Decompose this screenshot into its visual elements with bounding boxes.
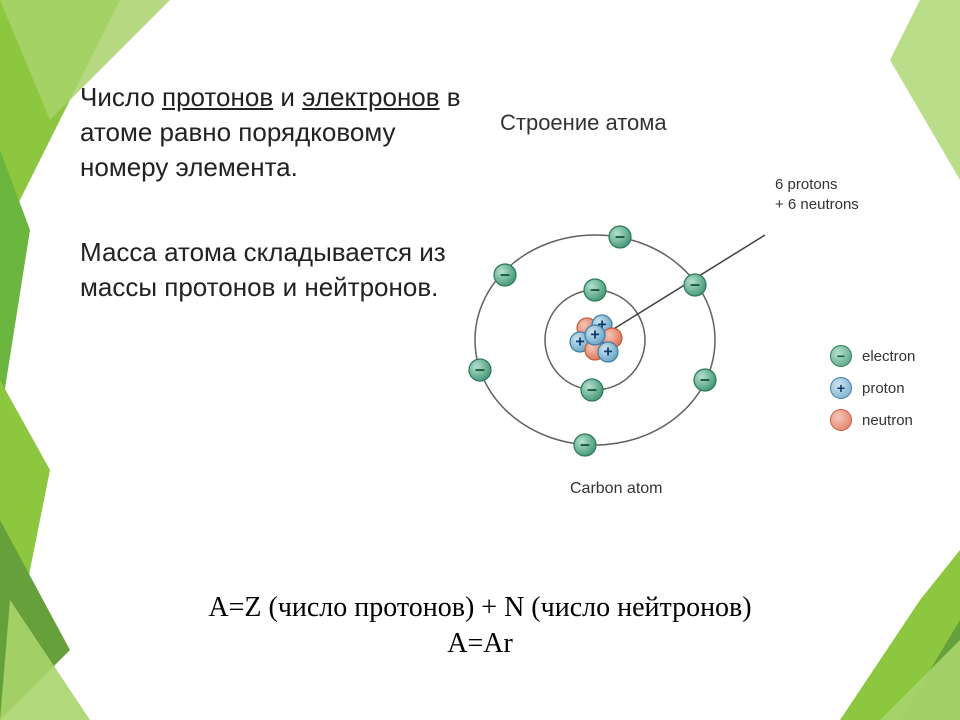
legend-label: proton (862, 380, 905, 397)
formula-line-1: A=Z (число протонов) + N (число нейтроно… (0, 592, 960, 624)
legend: −electron + proton neutron (830, 345, 915, 441)
paragraph-1: Число протонов и электронов в атоме равн… (80, 80, 470, 185)
electron: − (469, 359, 491, 381)
svg-text:−: − (475, 360, 485, 380)
electron: − (574, 434, 596, 456)
legend-row-neutron: neutron (830, 409, 915, 431)
svg-text:−: − (580, 435, 590, 455)
svg-text:+: + (590, 327, 599, 344)
legend-label: neutron (862, 412, 913, 429)
electron-icon: − (830, 345, 852, 367)
proton: + (585, 325, 605, 345)
svg-text:−: − (587, 380, 597, 400)
svg-text:+: + (575, 334, 584, 351)
electron: − (581, 379, 603, 401)
proton-icon: + (830, 377, 852, 399)
formula-line-2: A=Ar (0, 628, 960, 660)
legend-row-proton: + proton (830, 377, 915, 399)
neutron-icon (830, 409, 852, 431)
electron: − (694, 369, 716, 391)
legend-row-electron: −electron (830, 345, 915, 367)
svg-text:+: + (603, 344, 612, 361)
proton: + (598, 342, 618, 362)
diagram-caption: Carbon atom (570, 480, 663, 498)
formula: A=Z (число протонов) + N (число нейтроно… (0, 592, 960, 660)
legend-label: electron (862, 348, 915, 365)
paragraph-2: Масса атома складывается из массы протон… (80, 235, 470, 305)
svg-text:−: − (700, 370, 710, 390)
